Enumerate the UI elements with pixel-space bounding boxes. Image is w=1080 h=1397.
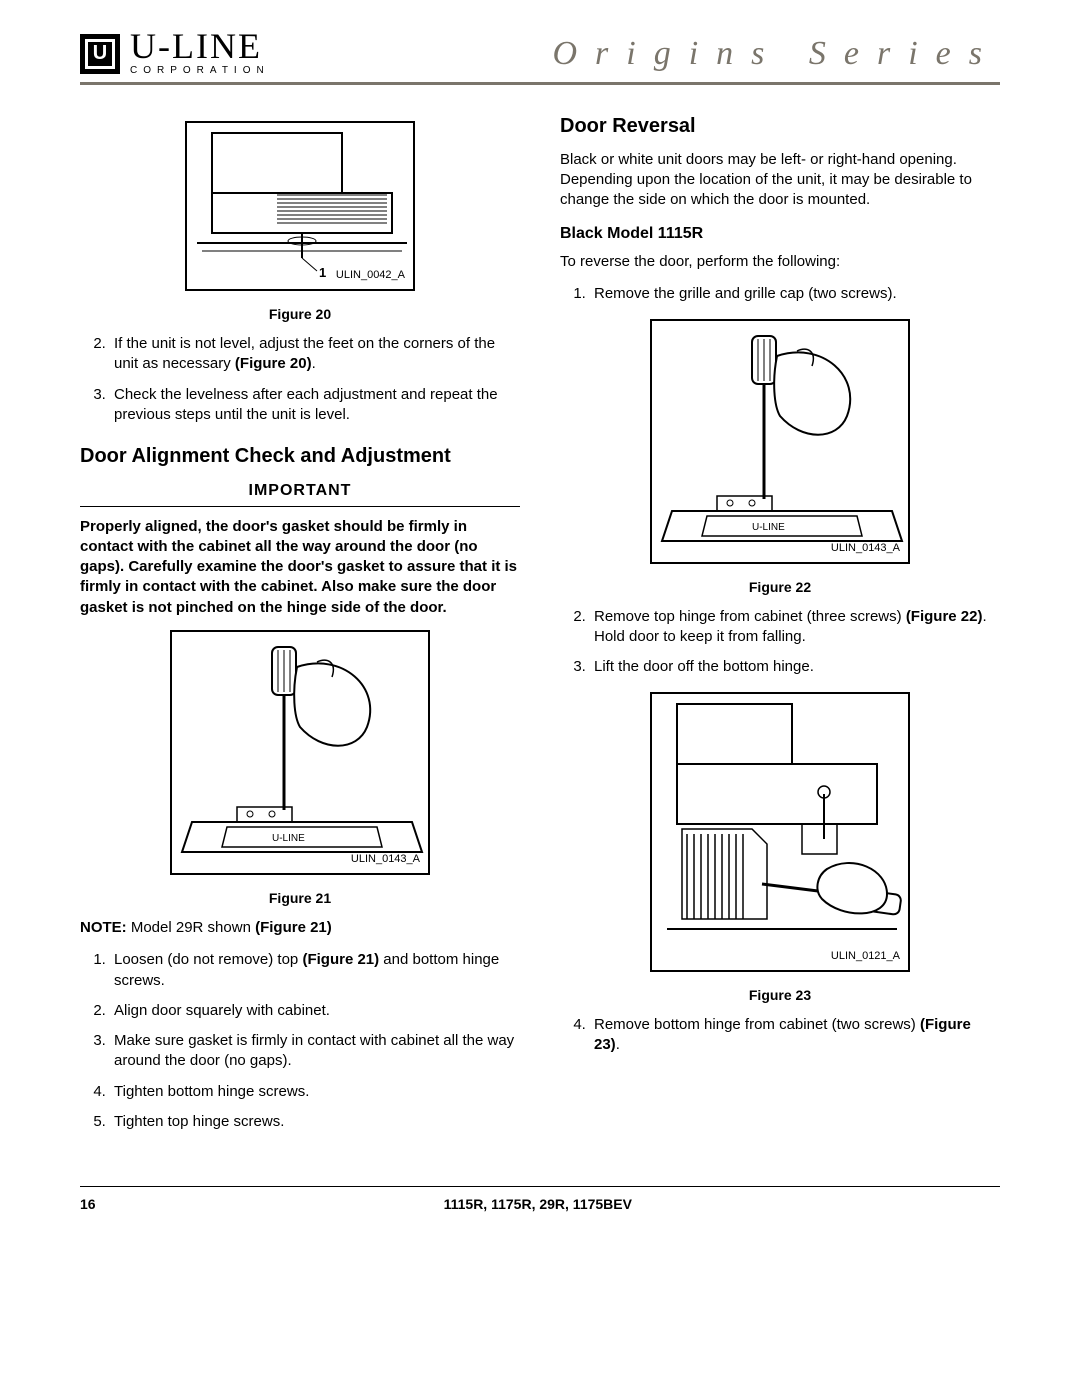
step-text: Remove the grille and grille cap (two sc…: [594, 285, 897, 302]
page-header: U U‑LINE CORPORATION Origins Series: [80, 30, 1000, 85]
list-item: Remove top hinge from cabinet (three scr…: [590, 607, 1000, 648]
logo-letter: U: [85, 39, 115, 69]
figure-20-box: 1 ULIN_0042_A: [185, 121, 415, 291]
logo-block: U U‑LINE CORPORATION: [80, 30, 270, 78]
figure-22-wrap: U-LINE ULIN_0143_A Figure 22: [560, 319, 1000, 597]
step-text: Remove top hinge from cabinet (three scr…: [594, 608, 906, 625]
note-mid: Model 29R shown: [127, 919, 255, 936]
step-ref: (Figure 20): [235, 355, 312, 372]
figure-20-label: 1: [319, 265, 326, 280]
figure-21-caption: Figure 21: [80, 889, 520, 908]
door-reversal-heading: Door Reversal: [560, 113, 1000, 140]
important-text: Properly aligned, the door's gasket shou…: [80, 517, 520, 618]
list-item: Remove the grille and grille cap (two sc…: [590, 284, 1000, 304]
step-text: Remove bottom hinge from cabinet (two sc…: [594, 1016, 920, 1033]
step-tail: .: [312, 355, 316, 372]
step-text: Tighten top hinge screws.: [114, 1113, 284, 1130]
logo-text: U‑LINE CORPORATION: [130, 30, 270, 78]
brand-label: U-LINE: [272, 833, 305, 844]
black-model-heading: Black Model 1115R: [560, 223, 1000, 245]
reverse-step-1: Remove the grille and grille cap (two sc…: [560, 284, 1000, 304]
logo-name: U‑LINE: [130, 30, 270, 62]
brand-label: U-LINE: [752, 522, 785, 533]
list-item: Remove bottom hinge from cabinet (two sc…: [590, 1015, 1000, 1056]
figure-22-caption: Figure 22: [560, 578, 1000, 597]
figure-23-wrap: ULIN_0121_A Figure 23: [560, 692, 1000, 1005]
step-text: Make sure gasket is firmly in contact wi…: [114, 1032, 514, 1069]
series-title: Origins Series: [553, 31, 1001, 77]
figure-23-id: ULIN_0121_A: [831, 949, 900, 964]
reverse-steps-2-3: Remove top hinge from cabinet (three scr…: [560, 607, 1000, 678]
list-item: Tighten bottom hinge screws.: [110, 1082, 520, 1102]
page-number: 16: [80, 1195, 96, 1214]
list-item: If the unit is not level, adjust the fee…: [110, 334, 520, 375]
left-column: 1 ULIN_0042_A Figure 20 If the unit is n…: [80, 113, 520, 1146]
list-item: Make sure gasket is firmly in contact wi…: [110, 1031, 520, 1072]
figure-21-note: NOTE: Model 29R shown (Figure 21): [80, 918, 520, 938]
step-text: Tighten bottom hinge screws.: [114, 1083, 309, 1100]
step-text: Align door squarely with cabinet.: [114, 1002, 330, 1019]
list-item: Tighten top hinge screws.: [110, 1112, 520, 1132]
footer-models: 1115R, 1175R, 29R, 1175BEV: [444, 1195, 632, 1214]
reverse-step-4: Remove bottom hinge from cabinet (two sc…: [560, 1015, 1000, 1056]
list-item: Align door squarely with cabinet.: [110, 1001, 520, 1021]
figure-22-id: ULIN_0143_A: [831, 541, 900, 556]
figure-23-caption: Figure 23: [560, 986, 1000, 1005]
figure-23-box: ULIN_0121_A: [650, 692, 910, 972]
alignment-steps: Loosen (do not remove) top (Figure 21) a…: [80, 950, 520, 1132]
list-item: Loosen (do not remove) top (Figure 21) a…: [110, 950, 520, 991]
step-ref: (Figure 21): [302, 951, 379, 968]
figure-20-wrap: 1 ULIN_0042_A Figure 20: [80, 121, 520, 324]
leveling-steps: If the unit is not level, adjust the fee…: [80, 334, 520, 425]
logo-icon: U: [80, 34, 120, 74]
step-text: Lift the door off the bottom hinge.: [594, 658, 814, 675]
note-ref: (Figure 21): [255, 919, 332, 936]
reverse-lead: To reverse the door, perform the followi…: [560, 252, 1000, 272]
important-rule: [80, 506, 520, 507]
page-footer: 16 1115R, 1175R, 29R, 1175BEV: [80, 1186, 1000, 1214]
figure-23-svg: [652, 694, 912, 974]
step-tail: .: [616, 1036, 620, 1053]
door-alignment-heading: Door Alignment Check and Adjustment: [80, 443, 520, 470]
figure-21-box: U-LINE ULIN_0143_A: [170, 630, 430, 875]
list-item: Check the levelness after each adjustmen…: [110, 385, 520, 426]
figure-22-svg: U-LINE: [652, 321, 912, 566]
figure-22-box: U-LINE ULIN_0143_A: [650, 319, 910, 564]
door-reversal-intro: Black or white unit doors may be left- o…: [560, 150, 1000, 211]
right-column: Door Reversal Black or white unit doors …: [560, 113, 1000, 1146]
step-text: Check the levelness after each adjustmen…: [114, 386, 498, 423]
figure-21-svg: U-LINE: [172, 632, 432, 877]
footer-spacer: [980, 1195, 1000, 1214]
figure-20-id: ULIN_0042_A: [336, 268, 405, 283]
step-text: Loosen (do not remove) top: [114, 951, 302, 968]
figure-21-wrap: U-LINE ULIN_0143_A: [80, 630, 520, 908]
list-item: Lift the door off the bottom hinge.: [590, 657, 1000, 677]
note-bold: NOTE:: [80, 919, 127, 936]
figure-20-caption: Figure 20: [80, 305, 520, 324]
content-columns: 1 ULIN_0042_A Figure 20 If the unit is n…: [80, 113, 1000, 1146]
figure-21-id: ULIN_0143_A: [351, 852, 420, 867]
step-ref: (Figure 22): [906, 608, 983, 625]
logo-corporation: CORPORATION: [130, 64, 270, 78]
important-label: IMPORTANT: [80, 480, 520, 502]
